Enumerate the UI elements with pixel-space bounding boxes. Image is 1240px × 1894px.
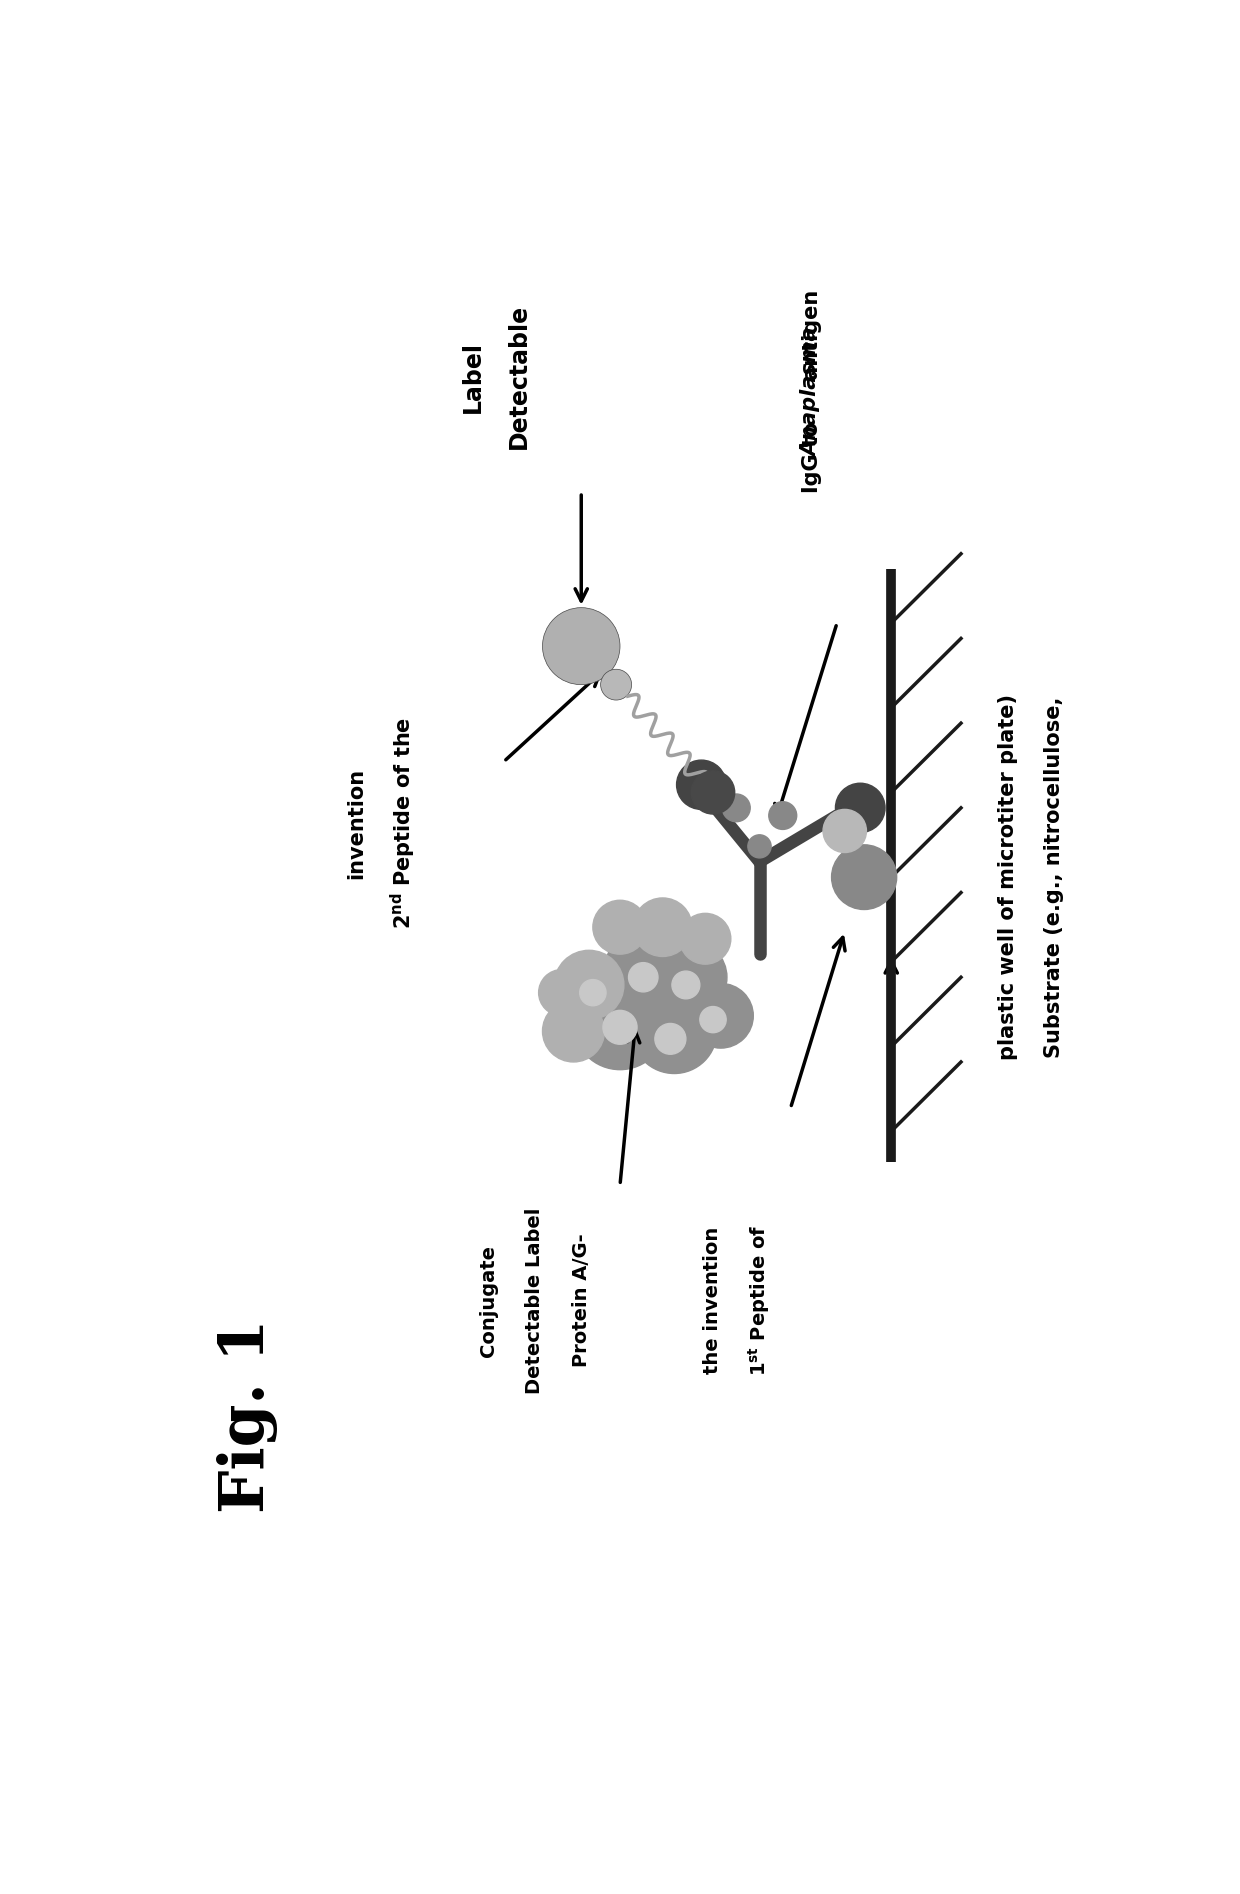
Circle shape	[629, 962, 658, 992]
Circle shape	[631, 989, 717, 1074]
Text: IgG to: IgG to	[801, 415, 821, 492]
Circle shape	[603, 1010, 637, 1044]
Circle shape	[677, 759, 727, 809]
Text: Substrate (e.g., nitrocellulose,: Substrate (e.g., nitrocellulose,	[1044, 697, 1064, 1059]
Circle shape	[573, 977, 667, 1070]
Circle shape	[543, 608, 620, 684]
Circle shape	[769, 801, 797, 830]
Text: Conjugate: Conjugate	[479, 1244, 497, 1356]
Circle shape	[634, 898, 692, 956]
Text: 1$^\mathregular{st}$ Peptide of: 1$^\mathregular{st}$ Peptide of	[746, 1225, 773, 1377]
Circle shape	[605, 932, 682, 1008]
Circle shape	[600, 669, 631, 701]
Circle shape	[655, 1023, 686, 1055]
Circle shape	[832, 845, 897, 909]
Circle shape	[680, 913, 730, 964]
Circle shape	[554, 951, 624, 1019]
Text: Anaplasma: Anaplasma	[801, 328, 821, 456]
Circle shape	[692, 771, 734, 814]
Text: plastic well of microtiter plate): plastic well of microtiter plate)	[997, 695, 1018, 1061]
Text: Detectable: Detectable	[507, 305, 531, 449]
Text: Protein A/G-: Protein A/G-	[572, 1233, 590, 1367]
Circle shape	[580, 979, 606, 1006]
Text: antigen: antigen	[801, 290, 821, 386]
Text: the invention: the invention	[703, 1227, 723, 1375]
Circle shape	[543, 1000, 605, 1063]
Text: 2$^\mathregular{nd}$ Peptide of the: 2$^\mathregular{nd}$ Peptide of the	[388, 718, 418, 930]
Circle shape	[748, 835, 771, 858]
Circle shape	[836, 784, 885, 833]
Circle shape	[823, 809, 867, 852]
Circle shape	[652, 939, 727, 1013]
Circle shape	[538, 970, 585, 1015]
Circle shape	[722, 794, 750, 822]
Circle shape	[699, 1006, 727, 1032]
Text: Detectable Label: Detectable Label	[526, 1208, 544, 1394]
Text: Fig. 1: Fig. 1	[217, 1318, 279, 1513]
Text: Label: Label	[461, 341, 485, 413]
Circle shape	[688, 983, 753, 1047]
Circle shape	[593, 900, 647, 955]
Circle shape	[672, 972, 699, 998]
Text: invention: invention	[346, 767, 367, 879]
